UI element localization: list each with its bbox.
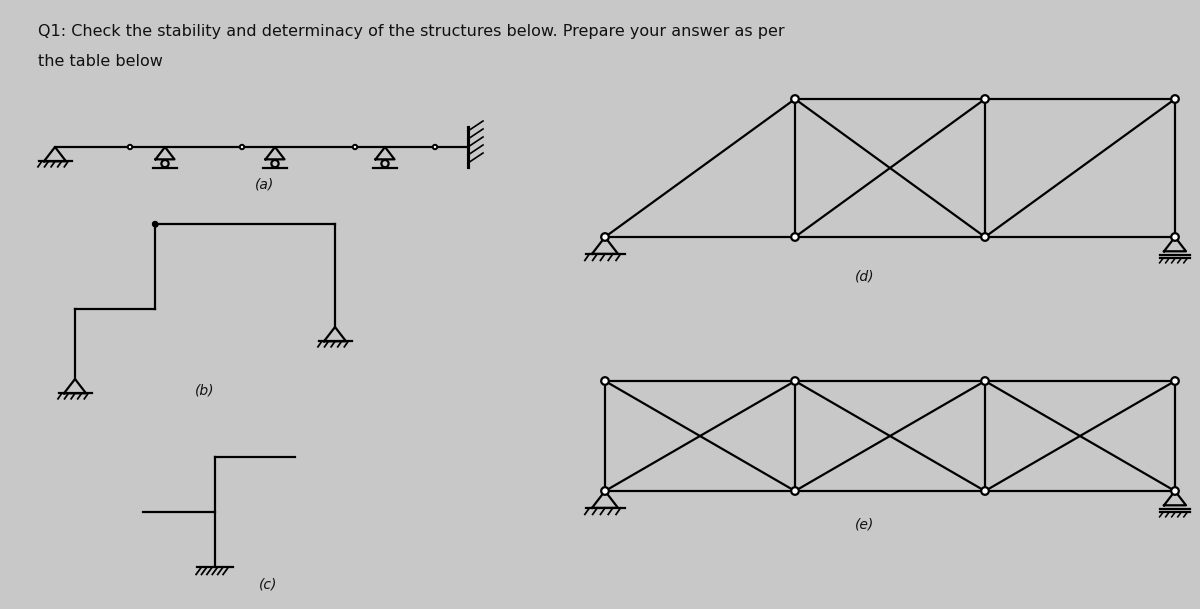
Text: (e): (e) <box>856 518 875 532</box>
Circle shape <box>1171 95 1178 103</box>
Circle shape <box>982 233 989 241</box>
Circle shape <box>791 95 799 103</box>
Circle shape <box>982 95 989 103</box>
Circle shape <box>982 487 989 495</box>
Circle shape <box>601 377 608 385</box>
Text: the table below: the table below <box>38 54 163 69</box>
Circle shape <box>433 145 437 149</box>
Circle shape <box>128 145 132 149</box>
Circle shape <box>601 233 608 241</box>
Circle shape <box>353 145 358 149</box>
Text: (a): (a) <box>256 178 275 192</box>
Text: (d): (d) <box>856 270 875 284</box>
Circle shape <box>1171 233 1178 241</box>
Circle shape <box>982 377 989 385</box>
Circle shape <box>1171 487 1178 495</box>
Circle shape <box>791 377 799 385</box>
Circle shape <box>601 487 608 495</box>
Circle shape <box>791 487 799 495</box>
Text: (b): (b) <box>196 383 215 397</box>
Circle shape <box>152 222 157 226</box>
Text: (c): (c) <box>259 578 277 592</box>
Circle shape <box>1171 377 1178 385</box>
Circle shape <box>791 233 799 241</box>
Text: Q1: Check the stability and determinacy of the structures below. Prepare your an: Q1: Check the stability and determinacy … <box>38 24 785 39</box>
Circle shape <box>240 145 245 149</box>
